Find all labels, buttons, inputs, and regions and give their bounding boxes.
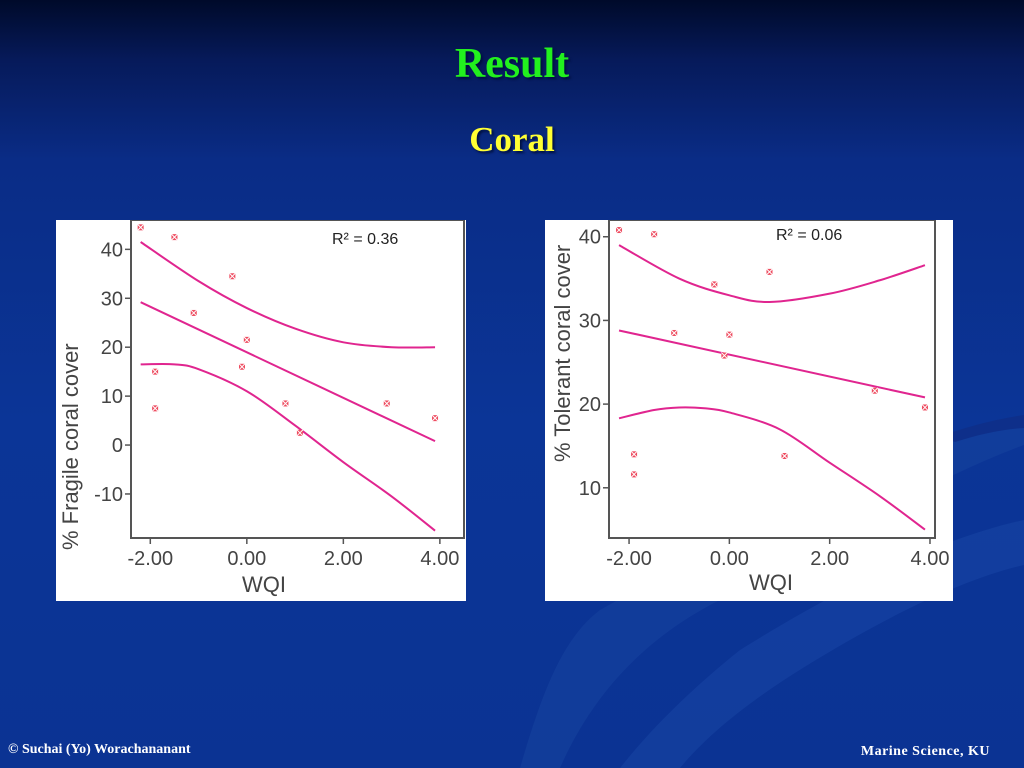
fit-curve	[140, 301, 436, 443]
data-point	[871, 387, 879, 395]
data-point	[630, 471, 638, 478]
data-point-cross	[766, 268, 773, 276]
data-point-cross	[650, 230, 658, 238]
plot-frame	[608, 220, 936, 539]
data-point-cross	[151, 368, 159, 376]
data-point-cross	[238, 363, 246, 371]
data-point	[615, 226, 623, 234]
data-point	[726, 331, 733, 339]
data-point	[171, 233, 178, 241]
data-point	[151, 368, 159, 376]
y-tick-label: 10	[579, 478, 601, 500]
copyright-footer: © Suchai (Yo) Worachananant	[8, 742, 191, 757]
data-point-cross	[710, 281, 718, 288]
data-point	[781, 452, 788, 460]
institution-footer: Marine Science, KU	[860, 744, 990, 759]
data-point	[630, 450, 638, 458]
x-tick-label: 4.00	[911, 548, 950, 570]
fragile-coral-chart: % Fragile coral cover WQI R² = 0.36 40 30…	[56, 220, 466, 601]
fragile-coral-plot: % Fragile coral cover WQI R² = 0.36 40 30…	[58, 220, 465, 597]
upper-curve	[140, 241, 436, 349]
data-point-cross	[781, 452, 788, 460]
upper-curve	[618, 244, 926, 304]
data-point-cross	[243, 336, 251, 344]
data-point-cross	[630, 471, 638, 478]
data-point-cross	[296, 429, 304, 437]
data-point-cross	[228, 272, 236, 280]
r-squared-label: R² = 0.06	[776, 227, 842, 244]
data-point	[710, 281, 718, 288]
data-point-cross	[721, 352, 728, 359]
y-axis-label: % Tolerant coral cover	[550, 245, 575, 462]
data-point	[721, 352, 728, 359]
y-tick-label: 30	[579, 310, 601, 332]
data-point	[296, 429, 304, 437]
data-point	[670, 329, 678, 337]
data-point-cross	[871, 387, 879, 395]
fit-curve	[618, 329, 926, 399]
tolerant-coral-plot: % Tolerant coral cover WQI R² = 0.06 40 3…	[550, 220, 950, 595]
data-point	[137, 223, 145, 231]
plot-frame	[130, 220, 465, 539]
data-point-cross	[282, 400, 289, 407]
data-point-cross	[615, 226, 623, 234]
x-tick-label: -2.00	[606, 548, 652, 570]
x-axis-label: WQI	[242, 572, 286, 597]
x-tick-label: 4.00	[420, 548, 459, 570]
slide-subtitle: Coral	[469, 120, 555, 159]
y-tick-label: 10	[101, 386, 123, 408]
data-point	[243, 336, 251, 344]
y-tick-label: 30	[101, 288, 123, 310]
data-point-cross	[670, 329, 678, 337]
data-point	[190, 309, 198, 317]
data-point-cross	[171, 233, 178, 241]
data-point	[228, 272, 236, 280]
data-point-cross	[921, 404, 929, 411]
r-squared-label: R² = 0.36	[332, 231, 398, 248]
lower-curve	[618, 406, 926, 531]
x-tick-label: 2.00	[324, 548, 363, 570]
data-point-cross	[431, 414, 439, 422]
data-point	[282, 400, 289, 407]
data-point	[431, 414, 439, 422]
data-point-cross	[190, 309, 198, 317]
x-tick-label: 0.00	[710, 548, 749, 570]
y-tick-label: 20	[579, 394, 601, 416]
data-point	[238, 363, 246, 371]
data-point	[151, 405, 159, 412]
x-tick-label: -2.00	[128, 548, 174, 570]
data-point-cross	[630, 450, 638, 458]
data-point-cross	[151, 405, 159, 412]
y-tick-label: 20	[101, 337, 123, 359]
tolerant-coral-chart: % Tolerant coral cover WQI R² = 0.06 40 3…	[545, 220, 953, 601]
data-point-cross	[383, 400, 391, 407]
y-axis-label: % Fragile coral cover	[58, 343, 83, 550]
data-point	[650, 230, 658, 238]
data-point	[383, 400, 391, 407]
x-tick-label: 2.00	[810, 548, 849, 570]
data-point-cross	[726, 331, 733, 339]
slide-title: Result	[454, 41, 570, 87]
data-point	[921, 404, 929, 411]
y-tick-label: 0	[112, 435, 123, 457]
y-tick-label: 40	[101, 239, 123, 261]
lower-curve	[140, 362, 436, 532]
y-tick-label: 40	[579, 227, 601, 249]
data-point	[766, 268, 773, 276]
data-point-cross	[137, 223, 145, 231]
x-tick-label: 0.00	[227, 548, 266, 570]
x-axis-label: WQI	[749, 570, 793, 595]
y-tick-label: -10	[94, 484, 123, 506]
